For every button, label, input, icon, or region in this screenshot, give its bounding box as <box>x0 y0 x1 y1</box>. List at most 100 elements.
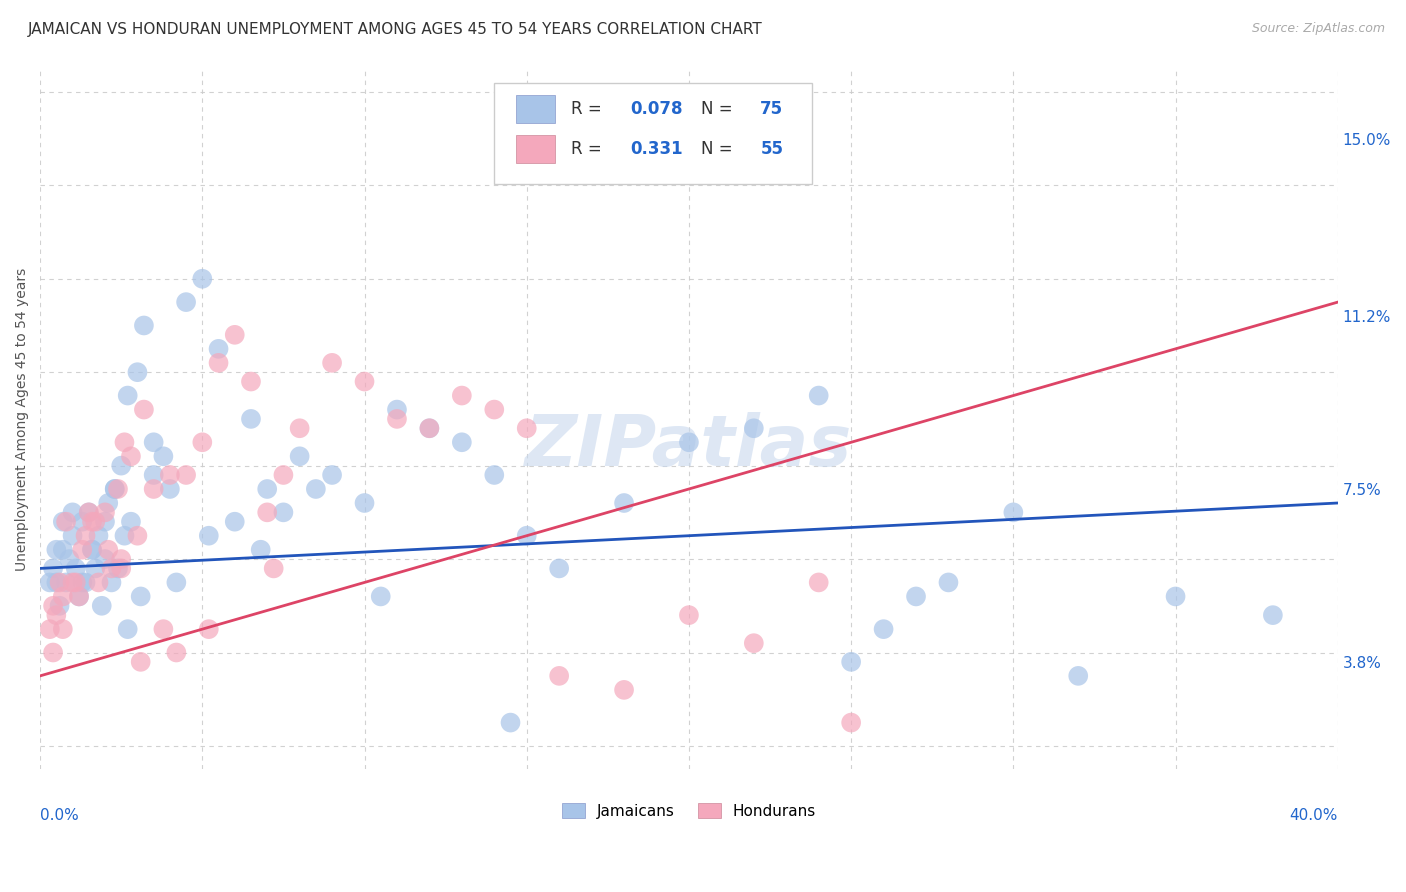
Point <box>256 482 278 496</box>
Point <box>905 590 928 604</box>
Point <box>94 515 117 529</box>
Legend: Jamaicans, Hondurans: Jamaicans, Hondurans <box>555 797 823 825</box>
Point <box>52 515 75 529</box>
Point <box>42 599 65 613</box>
Point <box>132 318 155 333</box>
Point <box>117 388 139 402</box>
Point <box>516 421 538 435</box>
Point <box>110 561 132 575</box>
Point <box>273 467 295 482</box>
Point <box>48 599 70 613</box>
Point <box>87 529 110 543</box>
Text: JAMAICAN VS HONDURAN UNEMPLOYMENT AMONG AGES 45 TO 54 YEARS CORRELATION CHART: JAMAICAN VS HONDURAN UNEMPLOYMENT AMONG … <box>28 22 763 37</box>
Point <box>72 542 94 557</box>
Point <box>80 515 103 529</box>
Point <box>104 482 127 496</box>
Point <box>159 482 181 496</box>
Point <box>198 622 221 636</box>
Point <box>742 636 765 650</box>
Point <box>142 482 165 496</box>
Point <box>484 467 506 482</box>
Point <box>249 542 271 557</box>
Point <box>127 529 149 543</box>
Point <box>385 412 408 426</box>
Point <box>191 272 214 286</box>
Point <box>84 515 107 529</box>
Text: ZIPatlas: ZIPatlas <box>526 412 852 482</box>
Point <box>353 375 375 389</box>
Point <box>1067 669 1090 683</box>
Point <box>127 365 149 379</box>
Point <box>305 482 328 496</box>
Point <box>240 375 263 389</box>
Text: 0.078: 0.078 <box>630 100 683 118</box>
Point <box>273 505 295 519</box>
Point <box>110 552 132 566</box>
Point <box>45 575 67 590</box>
Point <box>72 515 94 529</box>
Y-axis label: Unemployment Among Ages 45 to 54 years: Unemployment Among Ages 45 to 54 years <box>15 268 30 571</box>
FancyBboxPatch shape <box>516 135 555 163</box>
Point <box>385 402 408 417</box>
Point <box>45 608 67 623</box>
Text: 40.0%: 40.0% <box>1289 808 1337 822</box>
Point <box>87 575 110 590</box>
Point <box>104 482 127 496</box>
Point <box>321 467 343 482</box>
Point <box>484 402 506 417</box>
Point <box>198 529 221 543</box>
Point <box>159 467 181 482</box>
Point <box>97 496 120 510</box>
Point <box>1164 590 1187 604</box>
Point <box>132 402 155 417</box>
Point <box>114 529 136 543</box>
Point <box>120 515 142 529</box>
Text: R =: R = <box>571 100 607 118</box>
Point <box>67 590 90 604</box>
Point <box>94 552 117 566</box>
FancyBboxPatch shape <box>495 83 813 184</box>
Point <box>938 575 960 590</box>
Point <box>80 542 103 557</box>
Point <box>58 552 80 566</box>
Text: N =: N = <box>700 100 738 118</box>
Point <box>80 542 103 557</box>
Point <box>224 515 246 529</box>
Point <box>65 561 87 575</box>
Point <box>97 542 120 557</box>
Point <box>72 575 94 590</box>
Point <box>321 356 343 370</box>
Point <box>207 356 229 370</box>
Text: Source: ZipAtlas.com: Source: ZipAtlas.com <box>1251 22 1385 36</box>
Point <box>807 575 830 590</box>
Point <box>353 496 375 510</box>
Point <box>120 450 142 464</box>
Point <box>90 599 112 613</box>
Point <box>1261 608 1284 623</box>
Point <box>224 327 246 342</box>
Point <box>839 715 862 730</box>
Point <box>52 542 75 557</box>
Point <box>288 421 311 435</box>
Point <box>65 575 87 590</box>
Point <box>52 590 75 604</box>
Point <box>94 505 117 519</box>
Point <box>129 655 152 669</box>
Point <box>42 646 65 660</box>
Point <box>742 421 765 435</box>
Point <box>678 608 700 623</box>
Point <box>418 421 440 435</box>
Point <box>288 450 311 464</box>
Point <box>117 622 139 636</box>
Point <box>174 295 197 310</box>
Point <box>207 342 229 356</box>
Point <box>62 529 84 543</box>
Point <box>872 622 894 636</box>
Point <box>55 515 77 529</box>
Point <box>548 669 571 683</box>
Text: 55: 55 <box>761 140 783 158</box>
Point <box>48 575 70 590</box>
FancyBboxPatch shape <box>516 95 555 123</box>
Point <box>548 561 571 575</box>
Point <box>613 682 636 697</box>
